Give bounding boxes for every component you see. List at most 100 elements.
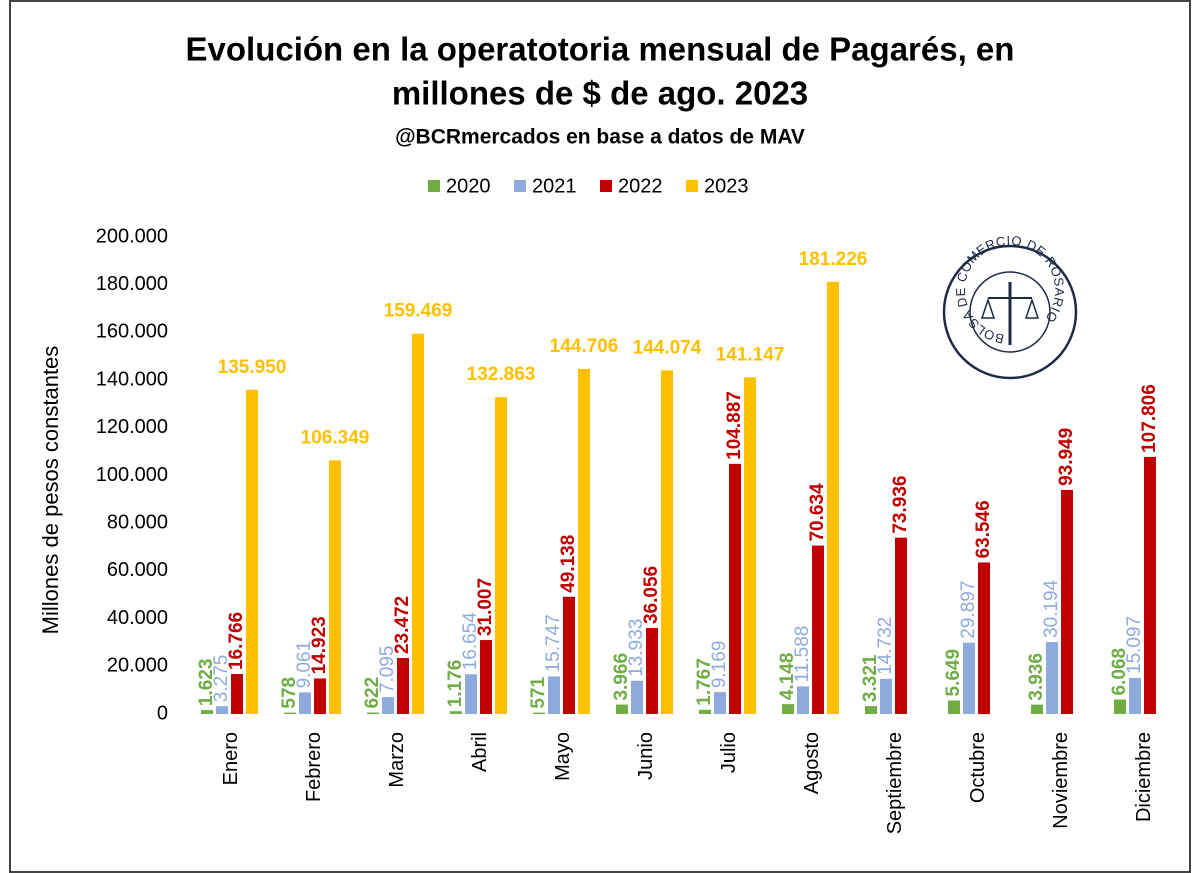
bar [231,674,243,714]
y-tick-label: 40.000 [107,607,168,629]
data-label: 30.194 [1041,579,1062,638]
data-label: 23.472 [392,596,413,654]
bar [397,658,409,714]
bar [699,709,711,714]
bar [533,712,545,714]
logo-ring [969,271,1051,353]
chart-title: Evolución en la operatotoria mensual de … [186,31,1015,68]
bar [797,686,809,714]
bar [729,463,741,714]
x-tick-label: Febrero [303,732,325,802]
data-label: 135.950 [218,357,287,378]
legend-swatch [428,180,440,192]
data-label: 181.226 [799,249,868,270]
data-label: 144.074 [633,337,702,358]
y-axis-label: Millones de pesos constantes [38,346,63,635]
x-tick-label: Marzo [386,732,408,788]
bar [480,640,492,714]
x-tick-label: Junio [635,732,657,780]
y-tick-label: 80.000 [107,511,168,533]
bar [329,460,341,714]
data-label: 11.588 [792,626,813,683]
y-tick-label: 200.000 [96,225,168,247]
x-tick-label: Julio [718,732,740,773]
frame [9,0,1191,873]
bar [744,377,756,714]
data-label: 9.061 [294,641,315,689]
data-label: 49.138 [558,535,579,593]
logo-icon [980,297,1040,319]
data-label: 63.546 [973,500,994,558]
bar [382,697,394,714]
x-tick-label: Agosto [801,732,823,794]
data-label: 622 [362,677,383,709]
bar [978,562,990,714]
bar [948,700,960,714]
data-label: 5.649 [943,649,964,697]
data-label: 70.634 [807,483,828,542]
bar [246,389,258,714]
data-label: 1.767 [694,658,715,706]
legend-label: 2021 [532,175,577,197]
data-label: 1.176 [445,660,466,708]
data-label: 15.097 [1124,616,1145,674]
data-label: 16.654 [460,612,481,671]
bar [284,712,296,714]
data-label: 93.949 [1056,428,1077,486]
legend-label: 2020 [446,175,491,197]
data-label: 159.469 [384,301,453,322]
bar [1046,641,1058,714]
logo-ring [942,244,1078,380]
data-label: 571 [528,677,549,709]
bar [1114,699,1126,714]
bar [865,706,877,714]
data-label: 3.321 [860,654,881,702]
bar [216,706,228,714]
legend-swatch [514,180,526,192]
x-tick-label: Octubre [967,732,989,803]
bar [827,281,839,714]
data-label: 144.706 [550,336,619,357]
data-label: 3.966 [611,653,632,701]
data-label: 14.732 [875,617,896,675]
data-label: 1.623 [196,659,217,707]
bar [646,628,658,714]
data-label: 141.147 [716,344,785,365]
y-tick-label: 20.000 [107,655,168,677]
bar [616,704,628,714]
data-label: 132.863 [467,364,536,385]
bar [895,537,907,714]
data-label: 73.936 [890,476,911,534]
data-label: 7.095 [377,646,398,694]
subtitle: @BCRmercados en base a datos de MAV [395,126,805,149]
bar [367,712,379,714]
bar [1129,677,1141,714]
bar [661,370,673,714]
bar [412,333,424,714]
bar [314,678,326,714]
y-tick-label: 160.000 [96,321,168,343]
y-tick-label: 180.000 [96,273,168,295]
bar [714,692,726,714]
data-label: 9.169 [709,641,730,689]
bar [495,397,507,714]
y-tick-label: 140.000 [96,368,168,390]
x-tick-label: Mayo [552,732,574,781]
legend-swatch [686,180,698,192]
y-tick-label: 120.000 [96,416,168,438]
y-tick-label: 60.000 [107,559,168,581]
data-label: 15.747 [543,614,564,672]
bar [782,704,794,714]
bar [548,676,560,714]
bar [563,596,575,714]
bar [880,678,892,714]
data-label: 104.887 [724,391,745,460]
bar [201,710,213,714]
data-label: 4.148 [777,653,798,701]
bar [578,368,590,714]
legend-swatch [600,180,612,192]
bar [1144,456,1156,714]
data-label: 16.766 [226,612,247,670]
data-label: 29.897 [958,581,979,639]
